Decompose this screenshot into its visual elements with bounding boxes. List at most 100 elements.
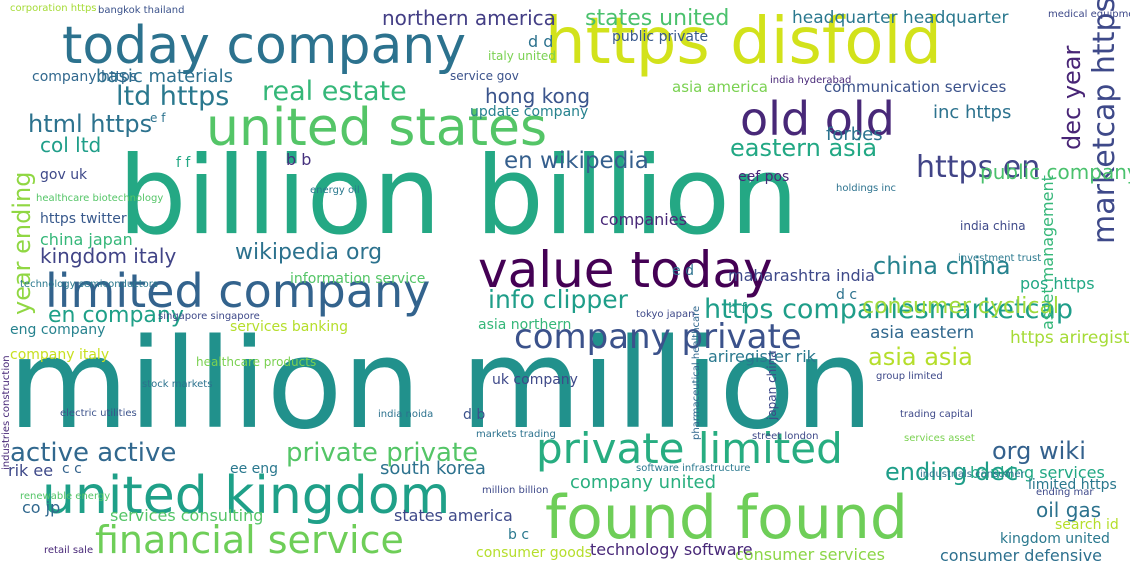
cloud-word: china japan	[40, 230, 133, 249]
cloud-word: https companiesmarketcap	[704, 294, 1074, 325]
cloud-word: renewable energy	[20, 491, 111, 502]
cloud-word: trading capital	[900, 409, 973, 420]
cloud-word: services consulting	[110, 506, 264, 525]
cloud-word: company https	[32, 69, 138, 85]
cloud-word: consumer goods	[476, 545, 592, 561]
cloud-word: kingdom italy	[40, 244, 177, 268]
cloud-word: rik ee	[8, 461, 54, 480]
cloud-word: united kingdom	[42, 466, 451, 526]
cloud-word: f f	[176, 155, 191, 171]
cloud-word: information service	[290, 271, 426, 287]
cloud-word: headquarter headquarter	[792, 8, 1009, 28]
cloud-word: asia asia	[868, 343, 973, 371]
cloud-word: asset management	[1038, 175, 1057, 330]
cloud-word: private private	[286, 438, 479, 468]
cloud-word: limited https	[1028, 477, 1117, 493]
cloud-word: eef pos	[738, 169, 790, 185]
cloud-word: hong kong	[485, 84, 591, 108]
cloud-word: bangkok thailand	[98, 5, 185, 16]
cloud-word: street london	[752, 431, 819, 442]
cloud-word: co jp	[22, 498, 61, 517]
cloud-word: kingdom united	[1000, 531, 1110, 547]
cloud-word: healthcare products	[196, 355, 317, 369]
cloud-word: company italy	[10, 347, 110, 363]
cloud-word: https en	[916, 150, 1041, 185]
cloud-word: en company	[48, 303, 184, 328]
cloud-word: public company	[980, 160, 1130, 184]
cloud-word: tokyo japan	[636, 309, 695, 320]
cloud-word: d b	[463, 407, 486, 423]
cloud-word: ending dec	[885, 458, 1019, 486]
cloud-word: asia eastern	[870, 323, 975, 343]
cloud-word: industries construction	[1, 355, 12, 470]
cloud-word: col ltd	[40, 133, 102, 157]
cloud-word: https disfold	[545, 5, 942, 79]
cloud-word: forbes	[826, 124, 883, 145]
cloud-word: oil gas	[1036, 498, 1102, 522]
cloud-word: electric utilities	[60, 408, 137, 419]
cloud-word: html https	[28, 110, 153, 138]
cloud-word: consumer services	[735, 545, 885, 564]
cloud-word: retail sale	[44, 545, 94, 556]
cloud-word: services banking	[230, 319, 348, 335]
cloud-word: communication services	[824, 78, 1007, 96]
cloud-word: healthcare biotechnology	[36, 193, 164, 204]
cloud-word: d d	[528, 32, 554, 51]
cloud-word: public private	[612, 29, 709, 45]
cloud-word: gov uk	[40, 167, 88, 183]
cloud-word: technology software	[590, 540, 753, 559]
cloud-word: industrials consumer	[920, 469, 1025, 480]
cloud-word: dec year	[1058, 45, 1086, 150]
cloud-word: marketcap https	[1087, 0, 1122, 244]
cloud-word: northern america	[382, 6, 556, 30]
cloud-word: companies	[600, 210, 687, 229]
cloud-word: basic materials	[96, 66, 233, 87]
cloud-word: energy oil	[310, 185, 360, 196]
cloud-word: value today	[478, 241, 773, 299]
cloud-word: e f	[150, 111, 166, 125]
cloud-word: software infrastructure	[636, 463, 751, 474]
cloud-word: india china	[960, 219, 1026, 233]
cloud-word: services asset	[904, 433, 975, 444]
cloud-word: group limited	[876, 371, 943, 382]
cloud-word: b f	[728, 301, 747, 317]
cloud-word: japan china	[765, 350, 779, 420]
cloud-word: eastern asia	[730, 134, 878, 162]
cloud-word: real estate	[262, 76, 407, 107]
cloud-word: org wiki	[992, 437, 1086, 465]
cloud-word: wikipedia org	[235, 240, 383, 265]
cloud-word: c c	[62, 461, 82, 477]
cloud-word: https twitter	[40, 211, 127, 227]
cloud-word: ariregister rik	[708, 347, 816, 366]
cloud-word: singapore singapore	[158, 311, 260, 322]
cloud-word: en wikipedia	[504, 148, 649, 174]
cloud-word: ee eng	[230, 461, 279, 477]
cloud-word: consumer defensive	[940, 546, 1103, 565]
cloud-word: states united	[585, 6, 730, 31]
cloud-word: ending mar	[1036, 487, 1094, 498]
cloud-word: maharashtra india	[728, 266, 875, 285]
cloud-word: south korea	[380, 458, 486, 479]
cloud-word: financial service	[95, 518, 404, 562]
cloud-word: billion billion	[118, 134, 799, 259]
cloud-word: holdings inc	[836, 183, 897, 194]
cloud-word: consumer cyclical	[862, 294, 1060, 319]
cloud-word: italy united	[488, 49, 556, 63]
cloud-word: pos https	[1020, 274, 1095, 293]
cloud-word: pharmaceutical healthcare	[691, 305, 702, 440]
cloud-word: update company	[470, 104, 589, 120]
cloud-word: china china	[873, 252, 1011, 280]
cloud-word: limited company	[45, 264, 431, 318]
cloud-word: investment trust	[958, 253, 1042, 264]
cloud-word: inc https	[933, 102, 1012, 123]
cloud-word: active active	[10, 438, 177, 468]
cloud-word: search id	[1055, 517, 1119, 533]
cloud-word: asia northern	[478, 317, 572, 333]
cloud-word: e d	[672, 263, 694, 279]
cloud-word: found found	[545, 483, 909, 553]
cloud-word: technology semiconductors	[20, 279, 159, 290]
cloud-word: corporation https	[10, 3, 97, 14]
cloud-word: company private	[514, 317, 802, 357]
cloud-word: asia america	[672, 78, 768, 96]
